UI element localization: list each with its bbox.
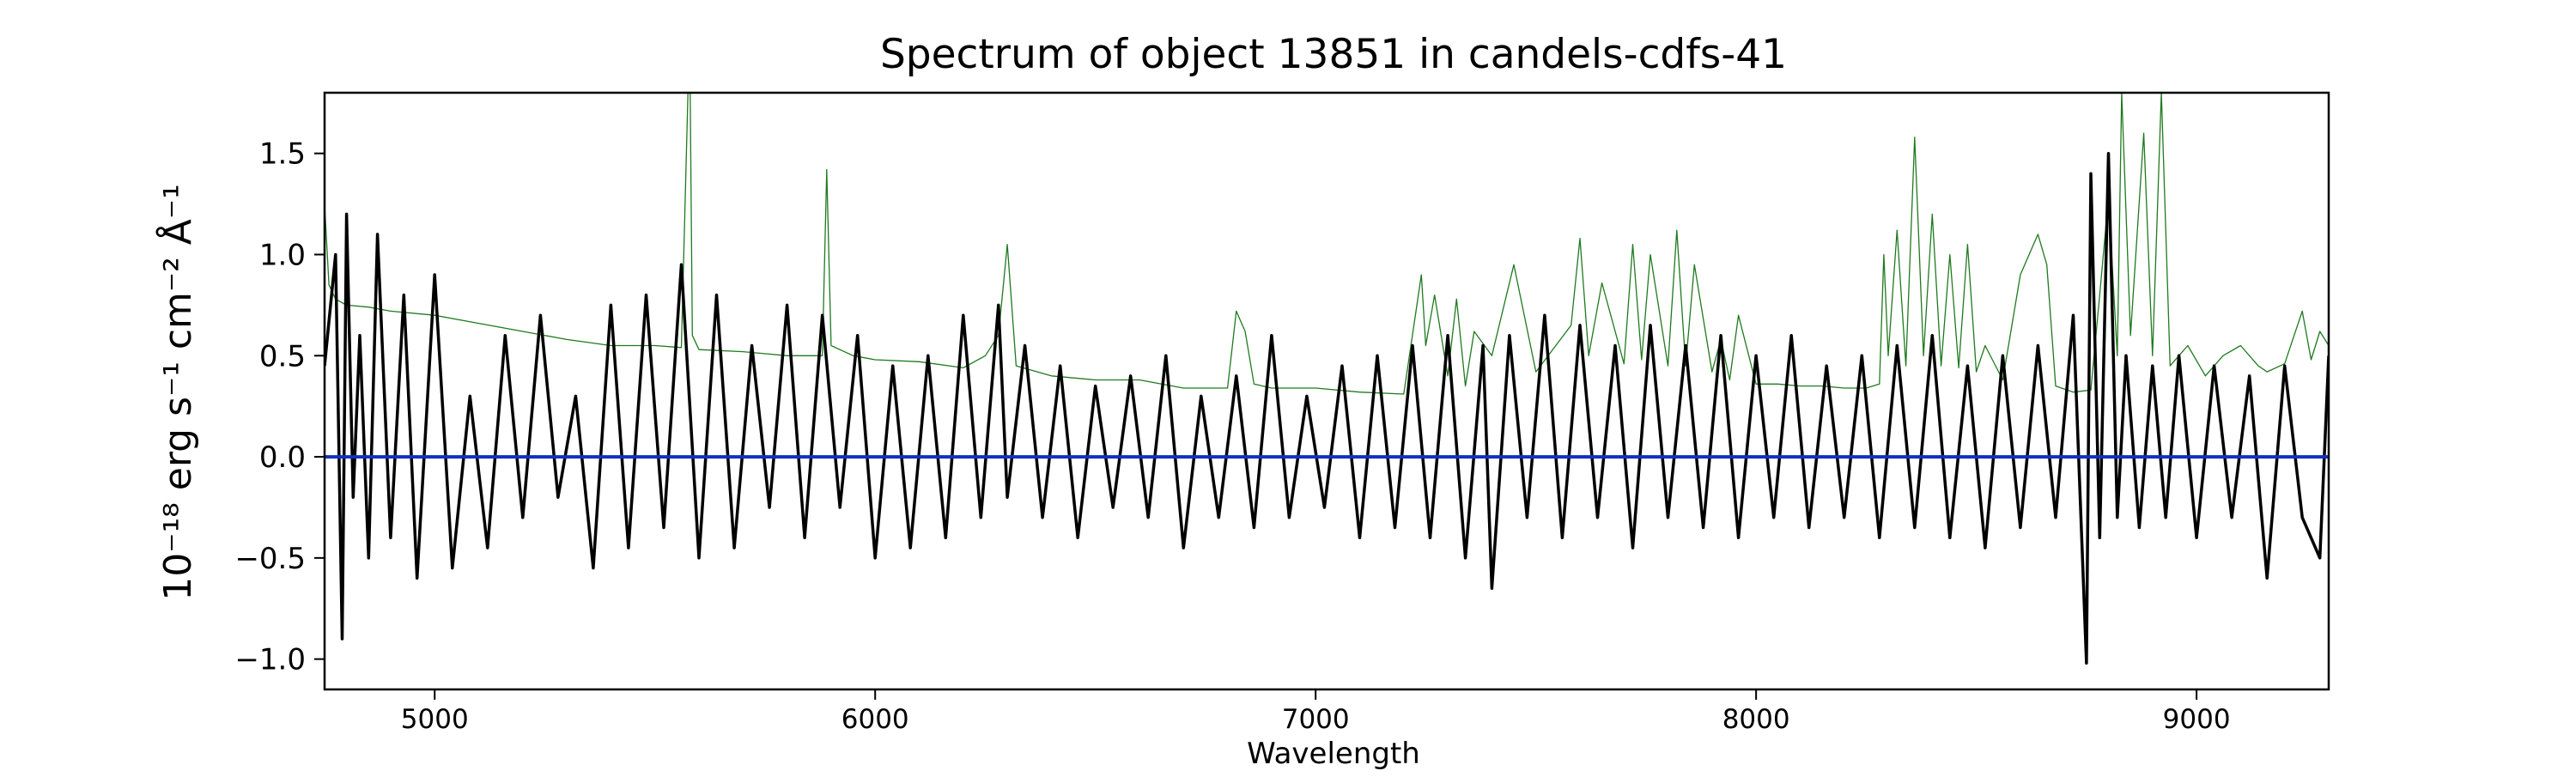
axes-layer: 5000 6000 7000 8000 9000 −1.0 −0.5 0.0 0.5 1.0 1.5	[234, 91, 2330, 735]
x-axis-label: Wavelength	[1247, 737, 1420, 771]
y-tick-label: 0.5	[259, 339, 306, 373]
x-tick-label: 6000	[841, 704, 909, 735]
y-tick-label: 1.5	[259, 137, 306, 172]
y-tick-label: 1.0	[259, 238, 306, 272]
x-tick-label: 5000	[401, 704, 469, 735]
x-tick-label: 9000	[2163, 704, 2231, 735]
y-tick-label: 0.0	[259, 440, 306, 475]
model-series-line	[325, 93, 2329, 395]
plot-frame	[323, 91, 2330, 691]
flux-series-line	[325, 151, 2329, 665]
chart-title: Spectrum of object 13851 in candels-cdfs…	[880, 31, 1787, 78]
y-axis-label: 10⁻¹⁸ erg s⁻¹ cm⁻² Å⁻¹	[155, 184, 200, 600]
y-tick-label: −0.5	[234, 542, 306, 576]
x-tick-label: 8000	[1722, 704, 1790, 735]
y-tick-label: −1.0	[234, 643, 306, 677]
x-tick-label: 7000	[1282, 704, 1350, 735]
series-layer	[325, 93, 2329, 665]
